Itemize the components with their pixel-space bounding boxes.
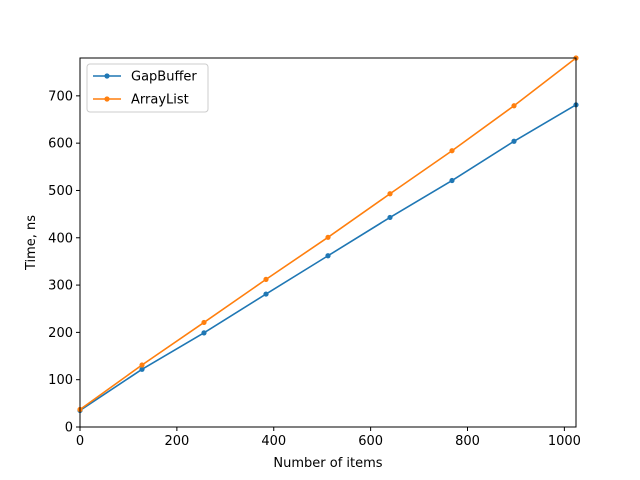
data-point-arraylist — [263, 276, 269, 282]
data-point-arraylist — [139, 362, 145, 368]
x-tick-label: 600 — [358, 434, 383, 449]
y-tick-label: 700 — [48, 89, 73, 104]
data-point-arraylist — [325, 234, 331, 240]
data-point-gapbuffer — [201, 330, 207, 336]
legend-marker-gapbuffer — [104, 73, 110, 79]
x-axis-ticks: 0 200 400 600 800 1000 — [76, 427, 581, 449]
x-tick-label: 200 — [164, 434, 189, 449]
plot-lines — [77, 55, 579, 414]
data-point-gapbuffer — [449, 177, 455, 184]
y-axis-label: Time, ns — [24, 215, 39, 271]
data-point-arraylist — [511, 103, 517, 109]
x-tick-label: 1000 — [548, 434, 581, 449]
x-axis-label: Number of items — [273, 456, 382, 471]
plot-frame — [79, 57, 577, 428]
legend-label-arraylist: ArrayList — [131, 93, 189, 108]
legend: GapBuffer ArrayList — [86, 63, 209, 113]
x-tick-label: 400 — [261, 434, 286, 449]
y-tick-label: 0 — [65, 421, 73, 436]
data-point-gapbuffer — [139, 366, 145, 372]
y-tick-label: 500 — [48, 184, 73, 199]
y-tick-label: 600 — [48, 137, 73, 152]
legend-label-gapbuffer: GapBuffer — [131, 70, 197, 85]
data-point-gapbuffer — [387, 214, 393, 221]
data-point-gapbuffer — [325, 253, 331, 259]
y-axis-ticks: 0 100 200 300 400 500 600 700 — [48, 89, 80, 436]
data-point-arraylist — [201, 319, 207, 326]
data-point-gapbuffer — [263, 291, 269, 297]
data-point-arraylist — [449, 148, 455, 154]
y-tick-label: 300 — [48, 279, 73, 294]
data-point-arraylist — [387, 191, 393, 197]
legend-marker-arraylist — [104, 96, 110, 102]
y-tick-label: 400 — [48, 231, 73, 246]
x-tick-label: 800 — [455, 434, 480, 449]
x-tick-label: 0 — [76, 434, 84, 449]
y-tick-label: 200 — [48, 326, 73, 341]
data-point-gapbuffer — [511, 138, 517, 144]
y-tick-label: 100 — [48, 373, 73, 388]
